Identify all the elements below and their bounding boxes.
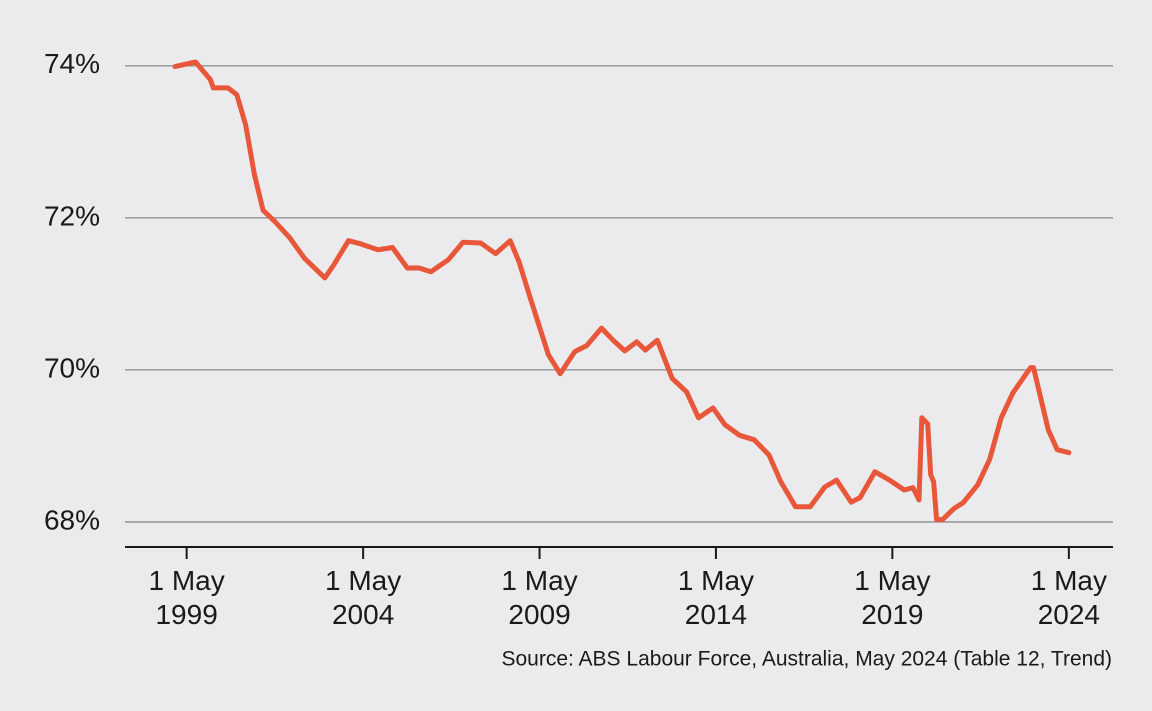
x-tick-label: 1 May 2014 — [678, 565, 754, 630]
y-tick-label: 72% — [44, 200, 100, 231]
x-tick-label: 1 May 2009 — [501, 565, 577, 630]
y-tick-label: 74% — [44, 48, 100, 79]
x-tick-label: 1 May 2024 — [1031, 565, 1107, 630]
x-tick-label: 1 May 2004 — [325, 565, 401, 630]
data-line — [172, 59, 1072, 523]
y-tick-label: 70% — [44, 352, 100, 383]
source-note: Source: ABS Labour Force, Australia, May… — [502, 648, 1113, 671]
y-tick-label: 68% — [44, 504, 100, 535]
x-tick-label: 1 May 2019 — [854, 565, 930, 630]
x-tick-label: 1 May 1999 — [149, 565, 225, 630]
